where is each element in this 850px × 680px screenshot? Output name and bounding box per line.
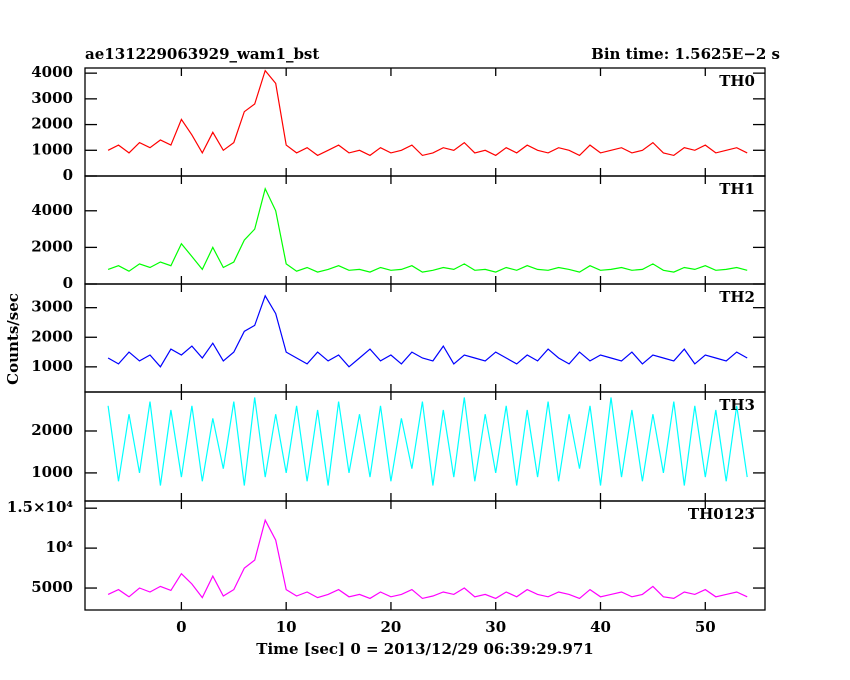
y-tick-label: 0	[63, 274, 73, 292]
series-line	[107, 518, 748, 600]
panel-frame	[84, 500, 766, 611]
y-axis-label: Counts/sec	[4, 293, 22, 385]
y-tick-label: 2000	[31, 115, 73, 133]
x-tick-label: 20	[381, 618, 402, 636]
x-axis-label: Time [sec] 0 = 2013/12/29 06:39:29.971	[256, 640, 593, 658]
panel-label: TH1	[719, 180, 755, 198]
panel-label: TH3	[719, 396, 755, 414]
y-tick-label: 1.5×10⁴	[7, 498, 74, 516]
x-tick-label: 40	[590, 618, 611, 636]
panel-frame	[84, 283, 766, 393]
panel-label: TH2	[719, 288, 755, 306]
y-tick-label: 1000	[31, 140, 73, 158]
y-tick-label: 2000	[31, 327, 73, 345]
series-line	[107, 69, 748, 157]
y-tick-label: 10⁴	[46, 538, 74, 556]
y-tick-label: 0	[63, 166, 73, 184]
panel-frame	[84, 175, 766, 285]
y-tick-label: 4000	[31, 201, 73, 219]
series-line	[107, 397, 748, 486]
x-tick-label: 30	[485, 618, 506, 636]
series-line	[107, 294, 748, 368]
chart-title: ae131229063929_wam1_bst	[85, 45, 319, 63]
y-tick-label: 1000	[31, 463, 73, 481]
series-line	[107, 187, 748, 273]
chart-subtitle: Bin time: 1.5625E−2 s	[591, 45, 780, 63]
panel-frame	[84, 391, 766, 502]
y-tick-label: 1000	[31, 357, 73, 375]
y-tick-label: 5000	[31, 578, 73, 596]
panel-label: TH0123	[688, 505, 755, 523]
x-tick-label: 50	[695, 618, 716, 636]
y-tick-label: 3000	[31, 89, 73, 107]
panel-frame	[84, 67, 766, 177]
x-tick-label: 0	[176, 618, 186, 636]
panel-label: TH0	[719, 72, 755, 90]
y-tick-label: 2000	[31, 237, 73, 255]
x-tick-label: 10	[276, 618, 297, 636]
y-tick-label: 3000	[31, 298, 73, 316]
y-tick-label: 4000	[31, 63, 73, 81]
y-tick-label: 2000	[31, 421, 73, 439]
